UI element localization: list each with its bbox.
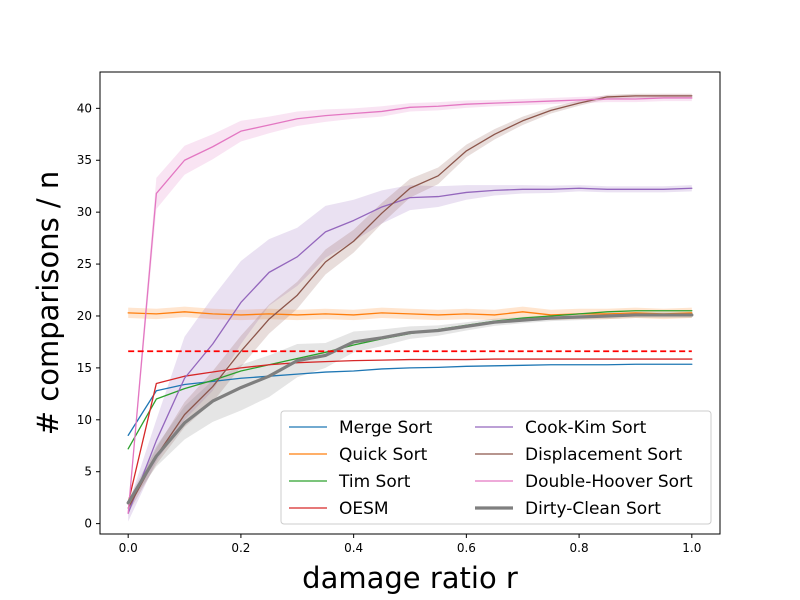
y-tick-label: 40 <box>77 101 92 115</box>
dirty-clean-sort-band <box>128 311 692 506</box>
x-axis-ticks: 0.0 0.2 0.4 0.6 0.8 1.0 <box>119 534 701 555</box>
y-tick-label: 5 <box>84 465 92 479</box>
oesm-line <box>127 358 693 504</box>
legend-box <box>280 410 712 525</box>
y-tick-label: 0 <box>84 517 92 531</box>
y-tick-label: 35 <box>77 153 92 167</box>
legend-label-cook-kim-sort: Cook-Kim Sort <box>525 418 647 438</box>
y-axis-ticks: 0 5 10 15 20 25 30 35 40 <box>77 101 100 531</box>
series-lines <box>126 95 694 514</box>
y-axis-label: # comparisons / n <box>31 171 65 436</box>
x-tick-label: 0.6 <box>457 541 476 555</box>
legend-label-oesm: OESM <box>339 499 389 519</box>
merge-sort-line <box>127 363 693 437</box>
legend-label-merge-sort: Merge Sort <box>339 418 433 438</box>
plot-area-frame <box>99 71 721 535</box>
x-tick-label: 1.0 <box>682 541 701 555</box>
legend-label-double-hoover-sort: Double-Hoover Sort <box>525 472 693 492</box>
legend-label-dirty-clean-sort: Dirty-Clean Sort <box>525 499 661 519</box>
double-hoover-sort-line <box>127 97 693 514</box>
quick-sort-line <box>127 311 693 316</box>
legend-label-tim-sort: Tim Sort <box>338 472 411 492</box>
y-tick-label: 15 <box>77 361 92 375</box>
x-tick-label: 0.2 <box>231 541 250 555</box>
y-tick-label: 10 <box>77 413 92 427</box>
y-tick-label: 20 <box>77 309 92 323</box>
y-tick-label: 30 <box>77 205 92 219</box>
legend: Merge Sort Quick Sort Tim Sort OESM Cook-Kim… <box>280 410 712 525</box>
x-axis-label: damage ratio r <box>302 561 518 595</box>
legend-label-quick-sort: Quick Sort <box>339 445 428 465</box>
dirty-clean-sort-line <box>126 313 694 505</box>
x-tick-label: 0.0 <box>119 541 138 555</box>
x-tick-label: 0.4 <box>344 541 363 555</box>
cook-kim-sort-band <box>128 185 692 522</box>
y-tick-label: 25 <box>77 257 92 271</box>
cook-kim-sort-line <box>127 187 693 514</box>
legend-label-displacement-sort: Displacement Sort <box>525 445 682 465</box>
x-tick-label: 0.8 <box>570 541 589 555</box>
